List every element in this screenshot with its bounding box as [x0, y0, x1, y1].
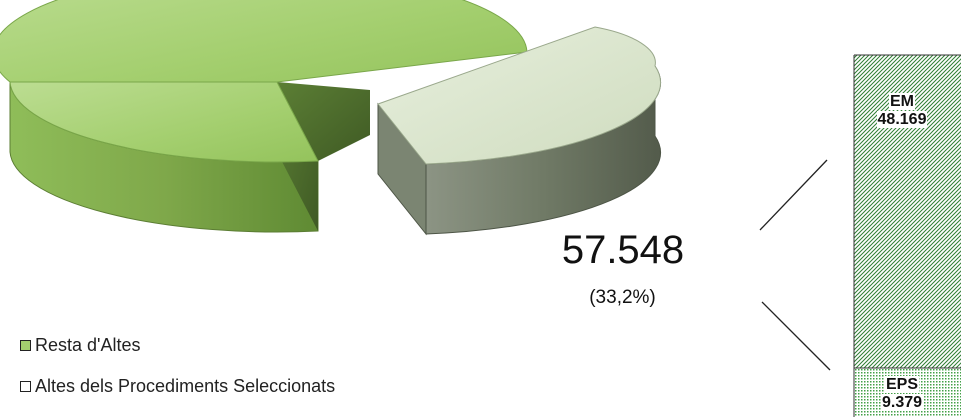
connector-line-lower: [761, 301, 831, 371]
legend-item-resta: Resta d'Altes: [20, 335, 141, 356]
bar-label-em: EM 48.169: [866, 93, 938, 129]
legend-item-altes-procediments: Altes dels Procediments Seleccionats: [20, 376, 335, 397]
connector-line-upper: [759, 159, 828, 231]
legend-label: Altes dels Procediments Seleccionats: [35, 376, 336, 396]
selected-slice-percent: (33,2%): [589, 287, 656, 308]
legend-swatch-icon: [20, 340, 31, 351]
pie-slice-main-top-rim: [9, 81, 319, 163]
bar-label-eps: EPS 9.379: [866, 376, 938, 412]
bar-label-em-value: 48.169: [876, 111, 928, 128]
selected-slice-value: 57.548: [561, 228, 685, 272]
pie-slice-main-inner-face-2: [277, 82, 370, 161]
legend-label: Resta d'Altes: [35, 335, 141, 355]
pie-slice-main-top: [0, 0, 528, 83]
bar-label-eps-name: EPS: [884, 376, 919, 393]
bar-label-eps-value: 9.379: [880, 394, 924, 411]
pie-slice-selected-top: [377, 26, 662, 165]
bar-label-em-name: EM: [889, 93, 915, 110]
legend-swatch-icon: [20, 381, 31, 392]
